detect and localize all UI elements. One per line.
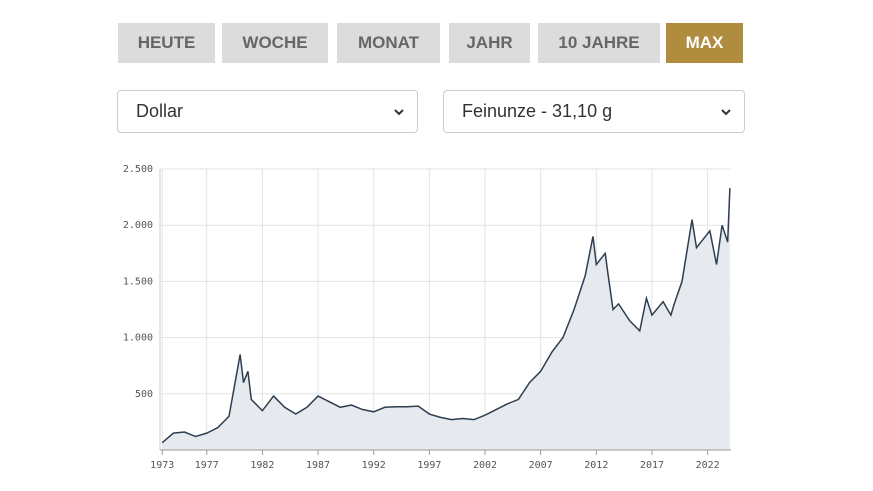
x-tick-label: 2012 <box>584 460 608 471</box>
y-tick-label: 1.500 <box>123 276 153 287</box>
tab[interactable]: WOCHE <box>222 23 328 63</box>
chevron <box>721 109 731 116</box>
tab[interactable]: JAHR <box>449 23 530 63</box>
chevron <box>394 109 404 116</box>
tab[interactable]: 10 JAHRE <box>538 23 660 63</box>
x-tick-label: 2007 <box>529 460 553 471</box>
currency-select[interactable]: Dollar <box>117 90 418 133</box>
x-tick-label: 1987 <box>306 460 330 471</box>
y-tick-label: 2.000 <box>123 220 153 231</box>
y-tick-label: 1.000 <box>123 333 153 344</box>
x-tick-label: 1982 <box>250 460 274 471</box>
x-tick-label: 2017 <box>640 460 664 471</box>
x-tick-label: 1992 <box>362 460 386 471</box>
x-tick-label: 1977 <box>195 460 219 471</box>
area <box>162 188 730 450</box>
x-tick-label: 2022 <box>696 460 720 471</box>
tab[interactable]: MAX <box>666 23 743 63</box>
select-label: Feinunze - 31,10 g <box>462 101 613 121</box>
y-tick-label: 2.500 <box>123 164 153 175</box>
line <box>161 188 731 444</box>
unit-select[interactable]: Feinunze - 31,10 g <box>443 90 745 133</box>
y-tick-label: 500 <box>135 389 153 400</box>
select-label: Dollar <box>136 101 184 121</box>
tab[interactable]: HEUTE <box>118 23 215 63</box>
tab[interactable]: MONAT <box>337 23 440 63</box>
x-tick-label: 1997 <box>417 460 441 471</box>
x-tick-label: 2002 <box>473 460 497 471</box>
x-tick-label: 1973 <box>150 460 174 471</box>
